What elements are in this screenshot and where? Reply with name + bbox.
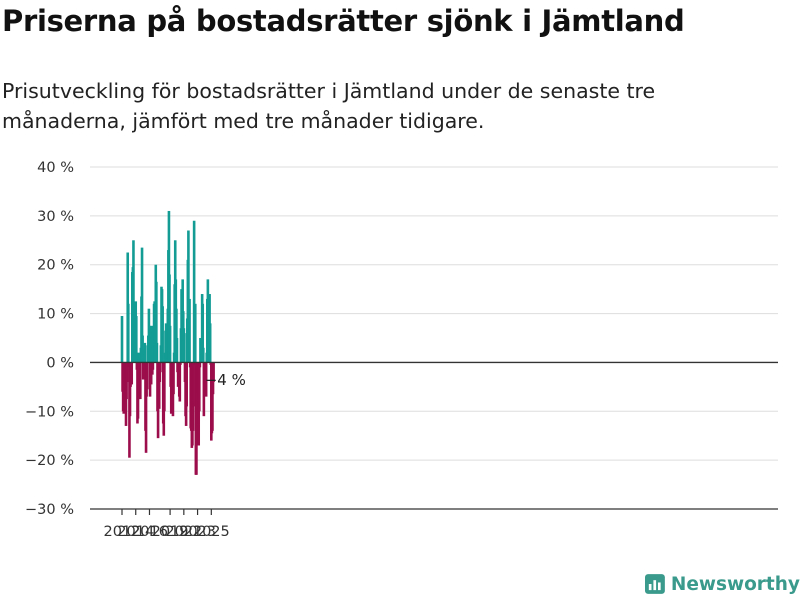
x-tick-label: 2019	[152, 524, 189, 540]
x-tick-label: 2014	[117, 524, 154, 540]
x-tick-label: 2023	[179, 524, 216, 540]
data-bar	[198, 362, 202, 368]
data-bar	[155, 342, 159, 363]
x-tick-label: 2016	[131, 524, 168, 540]
chart-subtitle: Prisutveckling för bostadsrätter i Jämtl…	[2, 79, 656, 133]
data-bar	[192, 362, 195, 407]
data-bar	[141, 335, 144, 363]
data-bar	[135, 316, 138, 363]
data-bar	[163, 362, 166, 412]
data-bar	[187, 230, 190, 363]
data-bar	[178, 362, 182, 402]
data-bar	[161, 306, 164, 363]
data-bar	[172, 362, 175, 395]
y-tick-label: 40 %	[37, 160, 74, 176]
brand-logo: Newsworthy	[645, 568, 800, 600]
data-bar	[122, 362, 126, 414]
brand-name: Newsworthy	[670, 573, 800, 595]
y-tick-label: −20 %	[25, 453, 74, 469]
data-bar	[179, 362, 182, 365]
data-bar	[175, 308, 178, 363]
data-bar	[157, 362, 161, 409]
data-bar	[204, 362, 208, 397]
data-bar	[192, 220, 196, 363]
data-bar	[151, 362, 155, 370]
data-bar	[168, 274, 171, 363]
data-bar	[130, 362, 134, 385]
data-bar	[202, 362, 206, 417]
data-bar	[208, 323, 212, 363]
data-bar	[128, 362, 132, 417]
data-bar	[185, 362, 188, 407]
y-tick-label: 30 %	[37, 209, 74, 225]
data-bar	[158, 362, 162, 382]
data-bar	[159, 362, 162, 373]
y-tick-label: 20 %	[37, 258, 74, 274]
data-bar	[120, 316, 124, 363]
data-bar	[139, 362, 142, 400]
data-bar	[183, 333, 186, 363]
data-bar	[212, 362, 215, 382]
data-bar	[132, 240, 135, 363]
y-tick-label: 10 %	[37, 307, 74, 323]
y-tick-label: −30 %	[25, 502, 74, 518]
data-bar	[141, 362, 145, 380]
chart-title: Priserna på bostadsrätter sjönk i Jämtla…	[2, 4, 685, 38]
data-bar	[201, 303, 205, 363]
data-bar	[155, 281, 158, 363]
data-bar	[193, 303, 197, 363]
data-bar	[197, 362, 201, 412]
data-bar	[143, 342, 147, 363]
data-bar	[140, 247, 144, 363]
data-bar	[145, 362, 149, 390]
data-bar	[148, 325, 151, 363]
data-bar	[202, 347, 205, 363]
x-tick-label: 2012	[104, 524, 141, 540]
data-bar	[195, 362, 199, 441]
data-bar	[211, 362, 214, 431]
x-tick-label: 2025	[193, 524, 230, 540]
y-tick-label: −10 %	[25, 404, 74, 420]
data-bar	[150, 325, 154, 363]
y-tick-label: 0 %	[46, 355, 74, 371]
x-tick-label: 2021	[165, 524, 202, 540]
data-bar	[175, 338, 179, 363]
newsworthy-logo-icon	[645, 574, 665, 594]
data-bar	[188, 298, 191, 363]
data-bar	[168, 325, 172, 363]
data-bar	[144, 362, 148, 453]
bar-chart: −30 %−20 %−10 %0 %10 %20 %30 %40 %201220…	[25, 160, 778, 540]
data-bar	[127, 303, 130, 363]
annotation-label: −4 %	[205, 371, 246, 389]
data-bar	[125, 362, 129, 382]
